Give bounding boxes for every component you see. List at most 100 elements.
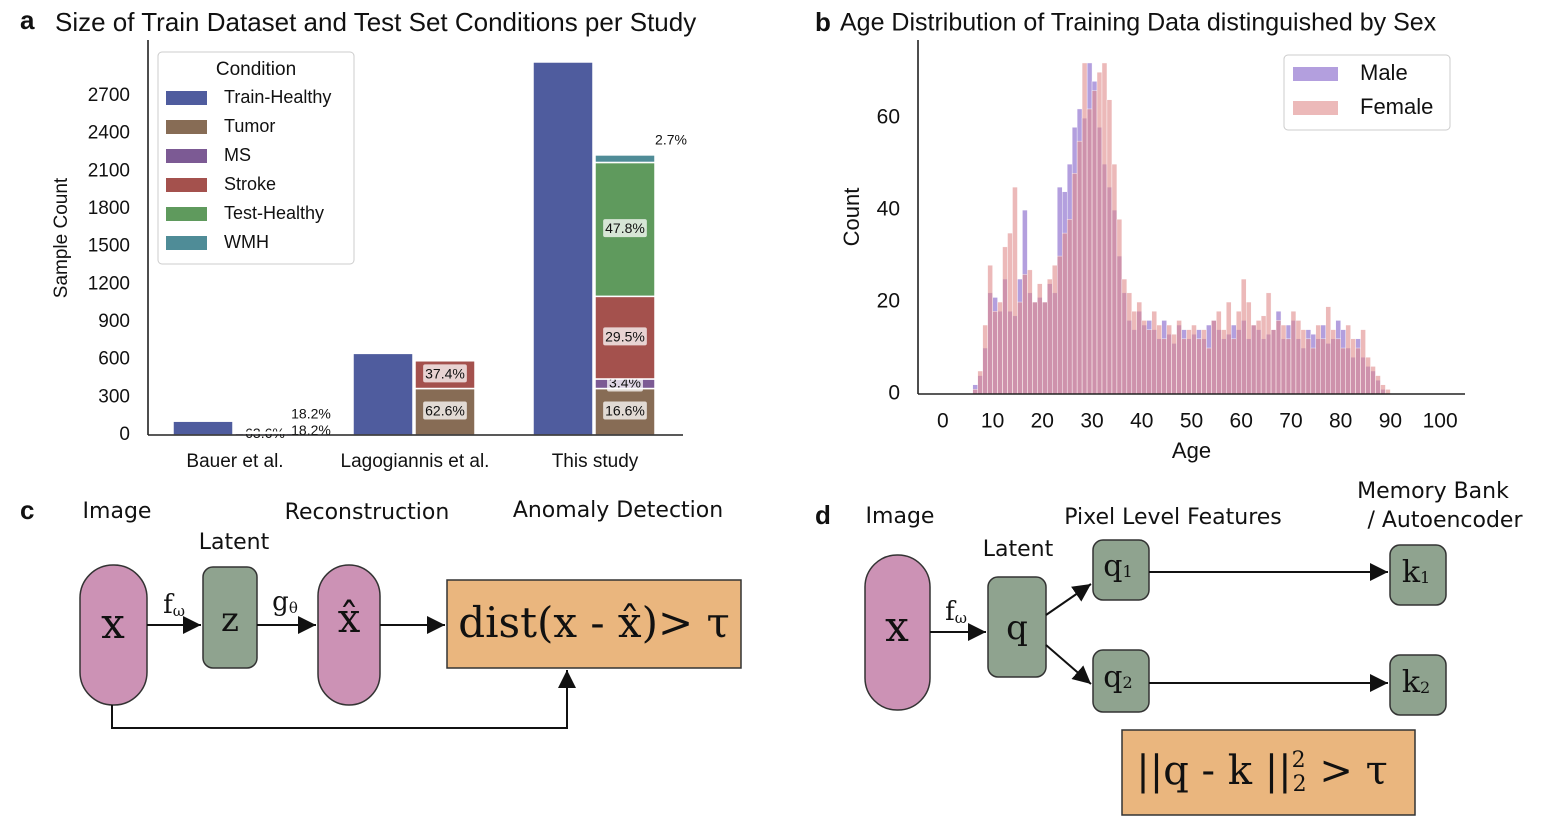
histogram-bar bbox=[1141, 320, 1147, 395]
x-tick-label: 100 bbox=[1423, 410, 1458, 433]
bar-segment bbox=[234, 431, 296, 434]
x-tick-label: 0 bbox=[937, 410, 949, 433]
histogram-bar bbox=[1002, 246, 1008, 395]
histogram-bar bbox=[1126, 292, 1133, 395]
node bbox=[317, 564, 381, 706]
caption: Anomaly Detection bbox=[513, 498, 723, 523]
histogram-bar bbox=[1027, 269, 1033, 395]
node-label: q bbox=[1006, 608, 1028, 648]
legend-swatch bbox=[166, 91, 207, 105]
chart-title: Age Distribution of Training Data distin… bbox=[840, 9, 1437, 37]
histogram-bar bbox=[997, 301, 1003, 395]
caption: / Autoencoder bbox=[1367, 508, 1523, 533]
superscript: 2 bbox=[1292, 748, 1306, 773]
arrow bbox=[1045, 583, 1092, 616]
panel-label: d bbox=[815, 500, 831, 530]
caption: Image bbox=[866, 504, 935, 529]
x-tick-label: Bauer et al. bbox=[186, 451, 283, 472]
symbol: q bbox=[1103, 549, 1122, 584]
histogram-bar bbox=[1280, 324, 1287, 395]
diagram-c: c Image Latent Reconstruction Anomaly De… bbox=[20, 495, 742, 729]
legend-title: Condition bbox=[216, 59, 296, 80]
histogram-bar bbox=[1265, 292, 1272, 395]
criterion-box bbox=[446, 579, 742, 669]
legend-label: MS bbox=[224, 145, 251, 165]
legend-label: Train-Healthy bbox=[224, 87, 331, 107]
symbol: f bbox=[945, 597, 957, 627]
histogram-bar bbox=[1191, 324, 1197, 395]
y-tick-label: 0 bbox=[119, 424, 130, 445]
share-label: 37.4% bbox=[425, 365, 465, 381]
symbol: f bbox=[163, 590, 175, 620]
histogram-bar bbox=[1315, 324, 1321, 395]
histogram-bar bbox=[1086, 108, 1093, 395]
histogram-bar bbox=[1290, 311, 1297, 395]
histogram-bar bbox=[1032, 301, 1038, 395]
x-tick-label: 30 bbox=[1080, 410, 1103, 433]
histogram-bar bbox=[1007, 232, 1013, 395]
histogram-bar bbox=[982, 324, 988, 395]
histogram-bar bbox=[1076, 140, 1083, 395]
node bbox=[1092, 539, 1150, 601]
node bbox=[1092, 649, 1150, 713]
node bbox=[987, 576, 1047, 678]
histogram-bar bbox=[1071, 173, 1078, 395]
symbol: k bbox=[1402, 555, 1421, 590]
histogram-bar bbox=[1121, 278, 1128, 395]
histogram-bar bbox=[1066, 219, 1073, 395]
x-tick-label: Lagogiannis et al. bbox=[341, 451, 490, 472]
legend-swatch bbox=[1293, 67, 1338, 81]
y-tick-label: 20 bbox=[877, 290, 900, 313]
histogram-bar bbox=[1211, 320, 1217, 395]
y-tick-label: 2700 bbox=[88, 85, 130, 106]
histogram-bar bbox=[1146, 329, 1152, 395]
histogram-bar bbox=[1275, 320, 1282, 395]
x-tick-label: 50 bbox=[1180, 410, 1203, 433]
criterion-left: ||q - k || bbox=[1136, 748, 1291, 794]
x-tick-label: 40 bbox=[1130, 410, 1153, 433]
share-label: 29.5% bbox=[605, 328, 645, 344]
y-axis-label: Sample Count bbox=[51, 177, 72, 298]
criterion: dist(x - x̂)> τ bbox=[458, 598, 730, 647]
bar-segment bbox=[172, 420, 234, 436]
y-tick-label: 1500 bbox=[88, 236, 130, 257]
share-label: 62.6% bbox=[425, 402, 465, 418]
share-label: 18.2% bbox=[291, 422, 331, 438]
histogram-bar bbox=[1255, 320, 1262, 395]
histogram-bar bbox=[1171, 334, 1177, 395]
y-tick-label: 600 bbox=[98, 349, 130, 370]
edge-label: fω bbox=[163, 590, 185, 620]
node bbox=[1389, 544, 1447, 606]
subscript: 2 bbox=[1123, 673, 1133, 692]
histogram-bar bbox=[1186, 329, 1192, 395]
node-label: x bbox=[885, 602, 909, 651]
panel-label: a bbox=[20, 5, 35, 35]
node-label: k1 bbox=[1402, 555, 1430, 590]
caption: Image bbox=[83, 499, 152, 524]
histogram-bar bbox=[1335, 338, 1341, 395]
histogram-bar bbox=[992, 311, 998, 395]
legend-label: Stroke bbox=[224, 174, 276, 194]
subscript: ω bbox=[955, 609, 967, 627]
histogram-bar bbox=[1106, 99, 1113, 395]
share-label-bg bbox=[423, 364, 467, 383]
x-tick-label: 60 bbox=[1230, 410, 1253, 433]
arrow bbox=[111, 670, 576, 729]
histogram-bar bbox=[1226, 301, 1232, 395]
node bbox=[79, 564, 148, 706]
histogram-bar bbox=[1206, 347, 1212, 395]
legend-label: Male bbox=[1360, 60, 1408, 85]
histogram-bar bbox=[1062, 232, 1068, 395]
legend-label: Female bbox=[1360, 94, 1433, 119]
caption: Latent bbox=[983, 537, 1054, 562]
edge-label: fω bbox=[945, 597, 967, 627]
share-label-bg bbox=[603, 219, 647, 238]
criterion: ||q - k ||2 2 > τ bbox=[1136, 748, 1388, 797]
histogram-bar bbox=[1245, 301, 1252, 395]
criterion-box bbox=[1121, 729, 1416, 816]
histogram-bar bbox=[1176, 320, 1182, 395]
caption: Latent bbox=[199, 530, 270, 555]
histogram-bar bbox=[987, 265, 993, 395]
x-tick-label: 70 bbox=[1279, 410, 1302, 433]
